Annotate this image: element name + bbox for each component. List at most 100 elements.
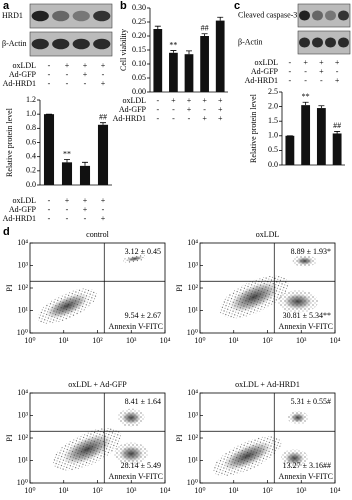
y-axis-label: Relative protein level [5,107,14,177]
quadrant-value: 3.12 ± 0.45 [125,247,161,256]
plot-title: oxLDL + Ad-GFP [68,380,127,389]
condition-sign: - [48,214,51,223]
y-tick-label: 10⁴ [17,388,28,397]
bar [97,124,109,185]
y-tick-label: 10³ [18,410,29,419]
condition-sign: + [171,96,176,105]
y-tick-label: 0.15 [132,45,146,54]
significance: ** [63,149,71,158]
condition-sign: - [304,76,307,85]
condition-sign: - [289,76,292,85]
panel-label: d [3,226,10,238]
quadrant-value: 9.54 ± 2.67 [125,311,161,320]
condition-sign: - [156,114,159,123]
condition-sign: + [187,96,192,105]
condition-name: oxLDL [254,58,278,67]
y-axis-label: PI [5,434,14,441]
blot-band [93,38,111,50]
condition-sign: + [319,67,324,76]
y-tick-label: 10² [18,283,29,292]
x-tick-label: 10² [262,336,273,345]
x-tick-label: 10³ [296,336,307,345]
bar [215,20,225,93]
condition-sign: + [202,96,207,105]
y-tick-label: 10² [18,433,29,442]
condition-sign: - [48,196,51,205]
condition-name: Ad-GFP [9,205,37,214]
blot-band [325,10,336,21]
y-tick-label: 10⁰ [17,478,28,487]
significance: ## [333,121,341,130]
x-axis-label: Annexin V-FITC [279,322,333,331]
condition-name: Ad-GFP [9,70,37,79]
condition-sign: + [101,79,106,88]
bar [200,36,209,92]
event-density [126,256,143,262]
condition-name: Ad-HRD1 [113,114,146,123]
significance: ## [201,24,209,33]
blot-label: β-Actin [2,39,27,48]
condition-sign: + [202,114,207,123]
condition-sign: + [218,96,223,105]
y-tick-label: 10³ [18,260,29,269]
y-tick-label: 10⁴ [17,238,28,247]
x-tick-label: 10⁰ [194,336,205,345]
error-bar [154,25,161,29]
blot-band [312,37,323,48]
condition-sign: - [66,79,69,88]
bar [61,162,73,185]
condition-sign: + [319,58,324,67]
condition-sign: + [101,214,106,223]
error-bar [302,101,309,106]
error-bar [186,50,192,55]
quadrant-value: 8.41 ± 1.64 [125,397,161,406]
blot-label: Cleaved caspase-3 [238,10,297,19]
bar [332,133,342,165]
condition-sign: + [83,205,88,214]
y-axis-label: Cell viability [119,29,128,71]
x-tick-label: 10¹ [229,486,240,495]
x-tick-label: 10¹ [229,336,240,345]
y-tick-label: 0.00 [132,87,146,96]
blot-band [93,10,111,22]
event-density [229,282,279,312]
condition-sign: + [303,58,308,67]
y-tick-label: 10¹ [18,305,29,314]
condition-name: Ad-HRD1 [3,214,36,223]
condition-sign: - [289,67,292,76]
y-tick-label: 10⁰ [17,328,28,337]
condition-sign: - [172,105,175,114]
condition-sign: - [48,79,51,88]
condition-sign: - [48,61,51,70]
x-tick-label: 10² [92,486,103,495]
condition-sign: - [48,205,51,214]
blot-band [299,37,310,48]
bar [301,105,311,165]
condition-name: oxLDL [12,196,36,205]
y-tick-label: 0.05 [132,73,146,82]
x-tick-label: 10¹ [59,336,70,345]
y-tick-label: 2.0 [268,101,278,110]
x-axis-label: Annexin V-FITC [279,472,333,481]
x-tick-label: 10⁰ [24,486,35,495]
condition-sign: - [203,105,206,114]
y-tick-label: 0.5 [268,145,278,154]
y-tick-label: 10³ [188,410,199,419]
y-tick-label: 10¹ [188,305,199,314]
blot-band [312,10,323,21]
y-tick-label: 0.30 [132,3,146,12]
y-tick-label: 0.20 [132,31,146,40]
panel-label: b [120,0,127,12]
y-tick-label: 10⁰ [187,328,198,337]
error-bar [170,50,177,53]
quadrant-value: 5.31 ± 0.55# [291,397,331,406]
condition-sign: + [335,76,340,85]
condition-sign: + [65,196,70,205]
x-tick-label: 10³ [126,486,137,495]
x-tick-label: 10² [92,336,103,345]
condition-name: Ad-HRD1 [245,76,278,85]
x-tick-label: 10⁴ [330,336,341,345]
condition-sign: + [83,196,88,205]
condition-name: oxLDL [12,61,36,70]
x-tick-label: 10³ [126,336,137,345]
